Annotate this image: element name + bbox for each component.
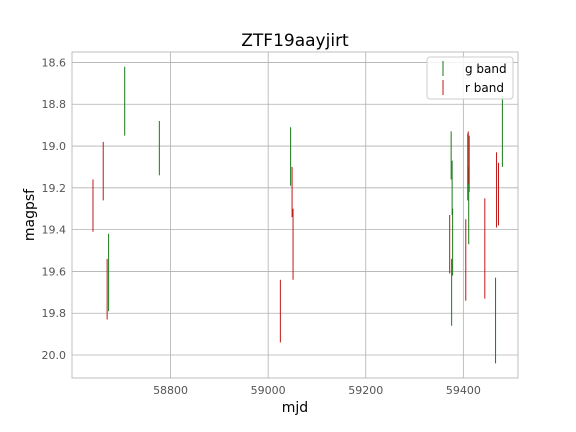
y-tick-label: 19.6 bbox=[42, 265, 67, 278]
y-tick-label: 19.4 bbox=[42, 224, 67, 237]
plot-area bbox=[71, 51, 519, 379]
data-marks bbox=[92, 66, 503, 364]
y-tick-label: 19.2 bbox=[42, 182, 67, 195]
plot-frame bbox=[71, 51, 519, 379]
y-tick-label: 18.6 bbox=[42, 56, 67, 69]
x-tick-label: 59200 bbox=[348, 384, 383, 397]
legend-g-band-label: g band bbox=[465, 62, 507, 76]
legend-r-band-label: r band bbox=[465, 81, 504, 95]
y-tick-label: 19.8 bbox=[42, 307, 67, 320]
legend: g band r band bbox=[426, 56, 514, 100]
x-axis-ticks: 58800 59000 59200 59400 bbox=[153, 384, 481, 397]
grid-lines bbox=[72, 52, 518, 378]
y-tick-label: 19.0 bbox=[42, 140, 67, 153]
y-axis-label: magpsf bbox=[22, 188, 38, 241]
y-tick-label: 18.8 bbox=[42, 98, 67, 111]
y-axis-ticks: 18.6 18.8 19.0 19.2 19.4 19.6 19.8 20.0 bbox=[42, 56, 67, 362]
x-tick-label: 59400 bbox=[446, 384, 481, 397]
x-axis-label: mjd bbox=[282, 400, 308, 416]
x-tick-label: 58800 bbox=[153, 384, 188, 397]
legend-box bbox=[426, 56, 514, 100]
x-tick-label: 59000 bbox=[251, 384, 286, 397]
chart-title: ZTF19aayjirt bbox=[241, 31, 349, 51]
y-tick-label: 20.0 bbox=[42, 349, 67, 362]
